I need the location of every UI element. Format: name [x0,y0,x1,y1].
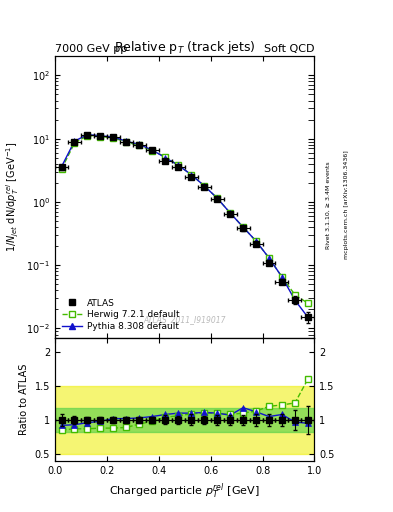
Text: mcplots.cern.ch [arXiv:1306.3436]: mcplots.cern.ch [arXiv:1306.3436] [344,151,349,259]
Bar [55,386,314,454]
Bar [55,408,314,432]
Text: 7000 GeV pp: 7000 GeV pp [55,44,127,54]
X-axis label: Charged particle $p_T^{rel}$ [GeV]: Charged particle $p_T^{rel}$ [GeV] [109,481,260,501]
Y-axis label: $1/N_{jet}$ dN/d$p_T^{rel}$ [GeV$^{-1}$]: $1/N_{jet}$ dN/d$p_T^{rel}$ [GeV$^{-1}$] [4,142,21,252]
Legend: ATLAS, Herwig 7.2.1 default, Pythia 8.308 default: ATLAS, Herwig 7.2.1 default, Pythia 8.30… [59,296,182,334]
Text: Soft QCD: Soft QCD [264,44,314,54]
Text: ATLAS_2011_I919017: ATLAS_2011_I919017 [143,315,226,324]
Text: Rivet 3.1.10, ≥ 3.4M events: Rivet 3.1.10, ≥ 3.4M events [326,161,331,249]
Y-axis label: Ratio to ATLAS: Ratio to ATLAS [19,364,29,435]
Title: Relative p$_T$ (track jets): Relative p$_T$ (track jets) [114,39,255,56]
